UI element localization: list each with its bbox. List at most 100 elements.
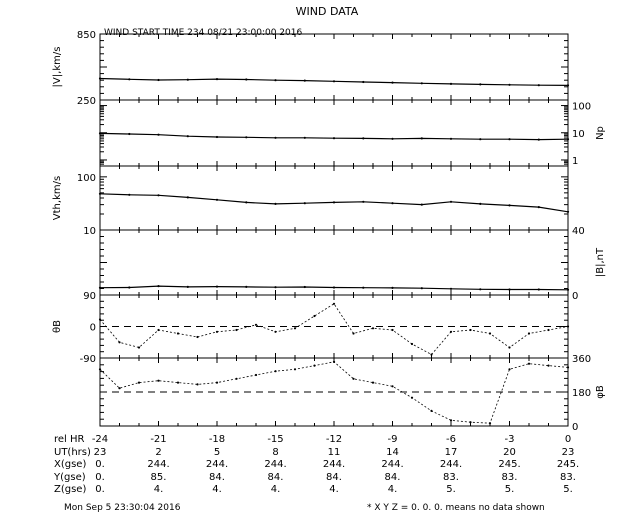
tick-label-left: 100 <box>77 173 96 184</box>
data-point-phi <box>293 368 297 371</box>
data-point-b <box>128 286 131 289</box>
data-point-b <box>98 286 102 289</box>
x-row-value: 4. <box>329 484 339 495</box>
x-row-value: 4. <box>388 484 398 495</box>
x-row-value: 0. <box>95 472 105 483</box>
data-point-phi <box>391 385 394 388</box>
x-row-value: 85. <box>151 472 167 483</box>
data-point-theta <box>352 332 355 335</box>
data-point-phi <box>488 422 492 425</box>
data-point-phi <box>137 381 141 384</box>
tick-label-right: 360 <box>572 354 591 365</box>
data-point-vth <box>362 200 365 203</box>
data-point-np <box>157 133 160 136</box>
data-point-theta <box>254 323 258 326</box>
x-row-value: 83. <box>560 472 576 483</box>
data-point-vth <box>566 210 570 213</box>
y-axis-label-left: |V|,km/s <box>52 47 63 88</box>
data-point-phi <box>410 396 414 399</box>
data-point-v <box>449 82 453 85</box>
x-row-value: 83. <box>443 472 459 483</box>
data-point-np <box>215 135 219 139</box>
series-line-theta <box>99 303 569 356</box>
chart-title: WIND DATA <box>296 5 359 18</box>
data-point-phi <box>469 421 472 424</box>
x-row-value: -3 <box>505 434 515 445</box>
data-point-v <box>391 81 394 84</box>
x-row-value: 5. <box>563 484 573 495</box>
data-point-phi <box>157 379 160 382</box>
x-row-value: 0 <box>565 434 571 445</box>
data-point-np <box>274 136 277 139</box>
data-point-np <box>245 136 248 139</box>
x-row-value: -24 <box>92 434 108 445</box>
x-row-value: 244. <box>440 459 462 470</box>
data-point-vth <box>303 202 306 205</box>
panel-phi: 360 180 0 φB <box>98 354 606 433</box>
data-point-vth <box>274 202 277 205</box>
data-point-vth <box>98 192 102 195</box>
data-point-vth <box>479 202 482 205</box>
data-point-b <box>303 285 306 289</box>
panel-v: 850 250 |V|,km/s <box>52 30 570 107</box>
x-row-value: 84. <box>385 472 401 483</box>
data-point-theta <box>274 330 277 333</box>
data-point-b <box>508 288 511 291</box>
data-point-theta <box>98 318 102 321</box>
x-row-label: X(gse) <box>54 459 86 470</box>
data-point-phi <box>371 381 375 384</box>
data-point-v <box>332 80 336 83</box>
data-point-theta <box>215 330 219 333</box>
data-point-phi <box>196 383 199 386</box>
x-row-value: -12 <box>326 434 342 445</box>
data-point-np <box>391 137 394 140</box>
x-row-label: Z(gse) <box>54 484 86 495</box>
data-point-vth <box>215 198 219 201</box>
tick-label-left: 90 <box>83 291 96 302</box>
data-point-theta <box>508 346 511 349</box>
data-point-np <box>537 138 540 141</box>
data-point-np <box>566 138 570 141</box>
data-point-vth <box>420 203 423 206</box>
data-point-b <box>449 287 453 290</box>
tick-label-right: 40 <box>572 226 585 237</box>
x-row-value: 5. <box>446 484 456 495</box>
data-point-phi <box>508 368 511 371</box>
x-row-value: 5. <box>505 484 515 495</box>
x-row-label: UT(hrs) <box>54 447 91 458</box>
data-point-phi <box>274 370 277 373</box>
x-row-value: -18 <box>209 434 225 445</box>
y-axis-label-right: φB <box>595 385 606 399</box>
data-point-v <box>186 78 189 81</box>
x-row-value: 14 <box>386 447 399 458</box>
data-point-vth <box>449 200 453 203</box>
tick-label-left: 0 <box>90 323 96 334</box>
data-point-b <box>186 285 189 288</box>
x-row-value: 244. <box>264 459 286 470</box>
tick-label-right: 0 <box>572 291 578 302</box>
data-point-b <box>537 288 540 291</box>
data-point-vth <box>245 201 248 204</box>
footer-note: * X Y Z = 0. 0. 0. means no data shown <box>367 503 545 512</box>
data-point-v <box>157 78 160 82</box>
x-row-value: 5 <box>214 447 220 458</box>
data-point-np <box>186 135 189 138</box>
data-point-b <box>391 286 394 289</box>
data-point-v <box>215 78 219 81</box>
data-point-theta <box>137 346 141 349</box>
panel-b: 40 0 |B|,nT <box>98 226 606 302</box>
data-point-np <box>479 138 482 141</box>
tick-label-right: 1 <box>572 156 578 167</box>
data-point-v <box>537 84 540 87</box>
data-point-np <box>303 136 306 139</box>
data-point-theta <box>566 325 570 328</box>
x-row-value: 244. <box>323 459 345 470</box>
data-point-v <box>128 78 131 81</box>
data-point-np <box>508 138 511 141</box>
x-row-value: 4. <box>154 484 164 495</box>
x-row-value: 244. <box>147 459 169 470</box>
data-point-phi <box>566 366 570 369</box>
tick-label-left: 250 <box>77 96 96 107</box>
data-point-np <box>332 137 336 140</box>
data-point-phi <box>332 360 336 363</box>
